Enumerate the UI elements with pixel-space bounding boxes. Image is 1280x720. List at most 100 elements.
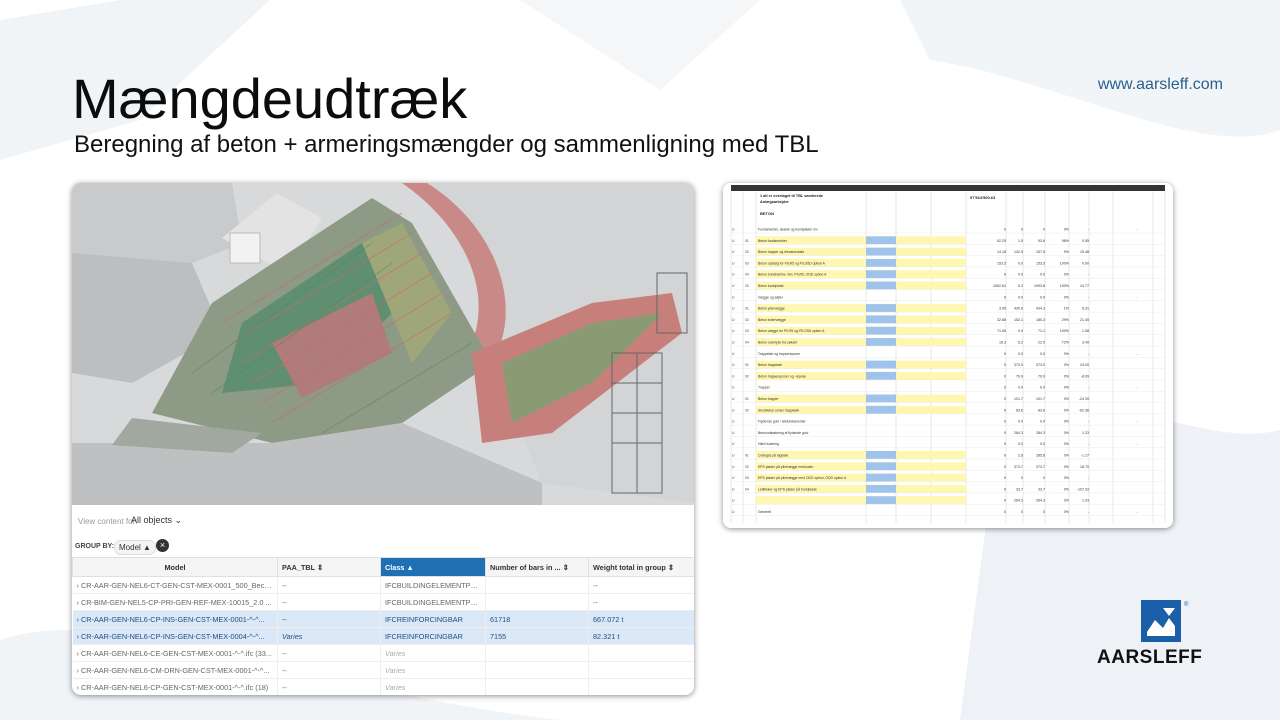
- sheet-cell-value: 18.70: [1080, 465, 1089, 469]
- sheet-row-highlight: [756, 326, 866, 335]
- sheet-cell-value: 3.49: [1082, 341, 1089, 345]
- table-row[interactable]: › CR-BIM-GEN-NEL5-CP-PRI-GEN-REF-MEX-100…: [72, 593, 694, 611]
- column-label: Class: [385, 562, 405, 572]
- sheet-unit-cell: [866, 258, 896, 267]
- sheet-row-text: Beton trappereposer og -repose: [758, 374, 806, 378]
- paa-cell: --: [277, 593, 381, 611]
- table-row-selected[interactable]: › CR-AAR-GEN-NEL6-CP-INS-GEN-CST-MEX-000…: [72, 627, 694, 645]
- expand-icon[interactable]: ›: [76, 580, 79, 590]
- view-content-dropdown[interactable]: All objects ⌄: [131, 515, 182, 526]
- close-icon[interactable]: ×: [156, 539, 169, 552]
- column-label: Weight total in group: [593, 562, 666, 572]
- sheet-row-no: 01: [745, 239, 749, 243]
- table-row-selected[interactable]: › CR-AAR-GEN-NEL6-CP-INS-GEN-CST-MEX-000…: [72, 610, 694, 628]
- sheet-row-no: 01: [745, 454, 749, 458]
- sheet-row-highlight: [896, 258, 966, 267]
- model-3d-view[interactable]: [72, 183, 694, 505]
- sheet-row-text: Beton bundplade: [758, 284, 784, 288]
- sheet-row-no: 02: [745, 408, 749, 412]
- sheet-row-no: 02: [745, 465, 749, 469]
- expand-icon[interactable]: ›: [76, 648, 79, 658]
- column-header-paa-tbl[interactable]: PAA_TBL ⇕: [277, 557, 381, 577]
- sheet-row-highlight: [756, 394, 866, 403]
- sheet-cell-value: 22.5: [1038, 341, 1045, 345]
- sheet-cell-value: 0: [1004, 510, 1006, 514]
- logo-text: AARSLEFF: [1097, 647, 1203, 668]
- sheet-cell-value: 0%: [1064, 420, 1070, 424]
- sheet-cell-value: -62.36: [1079, 408, 1089, 412]
- model-name: CR-AAR-GEN-NEL6-CP-INS-GEN-CST-MEX-0004-…: [80, 631, 265, 641]
- expand-icon[interactable]: ›: [76, 682, 79, 692]
- sheet-total: 97'524'900.63: [970, 195, 996, 200]
- sheet-row-highlight: [756, 338, 866, 346]
- sheet-cell-value: -: [1088, 510, 1090, 514]
- sheet-cell-value: 24.77: [1080, 284, 1089, 288]
- expand-icon[interactable]: ›: [76, 665, 79, 675]
- table-row[interactable]: › CR-AAR-GEN-NEL6-CT-GEN-CST-MEX-0001_50…: [72, 576, 694, 594]
- column-header-weight-total[interactable]: Weight total in group ⇕: [588, 557, 694, 577]
- sheet-cell-value: 0.0: [1018, 420, 1023, 424]
- sheet-row-text: Beton trapper og elevatorskakt: [758, 250, 804, 254]
- sheet-cell-value: 0: [1004, 397, 1006, 401]
- sheet-cell-value: 284.3: [1036, 431, 1045, 435]
- sheet-row-highlight: [756, 304, 866, 313]
- website-url[interactable]: www.aarsleff.com: [1097, 76, 1223, 93]
- sheet-row-text: Beton opstalg for PILR5 og PILG5D option…: [758, 261, 826, 265]
- table-header-row: Model PAA_TBL ⇕ Class ▲ Number of bars i…: [72, 557, 694, 577]
- sheet-unit-cell: [866, 405, 896, 414]
- sheet-cell-value: 0: [1004, 295, 1006, 299]
- sheet-row-text: EPS plader på plintvægge med ODD option,…: [758, 476, 847, 480]
- table-row[interactable]: › CR-AAR-GEN-NEL6-CE-GEN-CST-MEX-0001-^-…: [72, 644, 694, 662]
- sheet-row-no: 04: [745, 341, 749, 345]
- sheet-row-text: EPS plader på plintvægge med/uden: [758, 465, 814, 469]
- sheet-row-no: 04: [745, 487, 749, 491]
- column-header-class[interactable]: Class ▲: [380, 557, 486, 577]
- sheet-cell-value: 0: [1021, 476, 1023, 480]
- sheet-cell-value: 0%: [1064, 431, 1070, 435]
- sheet-row-id: U: [732, 228, 735, 232]
- table-row[interactable]: › CR-AAR-GEN-NEL6-CP-GEN-CST-MEX-0001-^-…: [72, 678, 694, 695]
- sheet-unit-cell: [866, 451, 896, 459]
- sheet-cell-value: 0: [1004, 442, 1006, 446]
- sheet-row-text: Cellegas på tagdæk: [758, 454, 788, 458]
- sheet-unit-cell: [866, 281, 896, 290]
- sheet-cell-value: -: [1088, 273, 1090, 277]
- sheet-cell-value: 152.1: [1014, 318, 1023, 322]
- sheet-row-highlight: [756, 360, 866, 369]
- sheet-cell-value: -: [1137, 352, 1139, 356]
- sheet-row-no: 02: [745, 250, 749, 254]
- sheet-row-highlight: [756, 258, 866, 267]
- model-cell: › CR-AAR-GEN-NEL6-CE-GEN-CST-MEX-0001-^-…: [72, 644, 278, 662]
- sheet-cell-value: -107.33: [1077, 487, 1089, 491]
- sheet-row-highlight: [756, 270, 866, 279]
- sheet-row-id: U: [732, 239, 735, 243]
- sheet-unit-cell: [866, 496, 896, 505]
- model-name: CR-AAR-GEN-NEL6-CP-GEN-CST-MEX-0001-^-^.…: [80, 682, 269, 692]
- sort-icon: ⇕: [667, 562, 674, 572]
- sort-asc-icon: ▲: [143, 543, 151, 552]
- sheet-row-text: Betonudstøbning af flydende gulv: [758, 431, 809, 435]
- sheet-cell-value: 1992.61: [993, 284, 1006, 288]
- sheet-row-no: 03: [745, 329, 749, 333]
- expand-icon[interactable]: ›: [76, 597, 79, 607]
- class-cell: IFCREINFORCINGBAR: [380, 627, 486, 645]
- table-row[interactable]: › CR-AAR-GEN-NEL6-CM-DRN-GEN-CST-MEX-000…: [72, 661, 694, 679]
- column-header-model[interactable]: Model: [72, 557, 278, 577]
- spreadsheet-grid[interactable]: 1 alt er overtaget til TBL samlerede Anlæ…: [723, 183, 1173, 528]
- sheet-cell-value: 71.1: [1038, 329, 1045, 333]
- expand-icon[interactable]: ›: [76, 631, 79, 641]
- sheet-cell-value: -: [1137, 442, 1139, 446]
- sheet-row-text: Beton ovenlyse fra søkant: [758, 341, 797, 345]
- sheet-row-highlight: [896, 360, 966, 369]
- group-by-chip[interactable]: Model ▲: [114, 540, 156, 555]
- column-header-number-of-bars[interactable]: Number of bars in ... ⇕: [485, 557, 589, 577]
- model-name: CR-AAR-GEN-NEL6-CP-INS-GEN-CST-MEX-0001-…: [80, 614, 265, 624]
- sheet-row-highlight: [896, 315, 966, 324]
- expand-icon[interactable]: ›: [76, 614, 79, 624]
- sheet-cell-value: 153.5: [1036, 261, 1045, 265]
- sheet-row-id: U: [732, 465, 735, 469]
- sheet-cell-value: 71.06: [997, 329, 1006, 333]
- sheet-row-highlight: [756, 315, 866, 324]
- sheet-unit-cell: [866, 304, 896, 313]
- sheet-cell-value: 373.7: [1014, 465, 1023, 469]
